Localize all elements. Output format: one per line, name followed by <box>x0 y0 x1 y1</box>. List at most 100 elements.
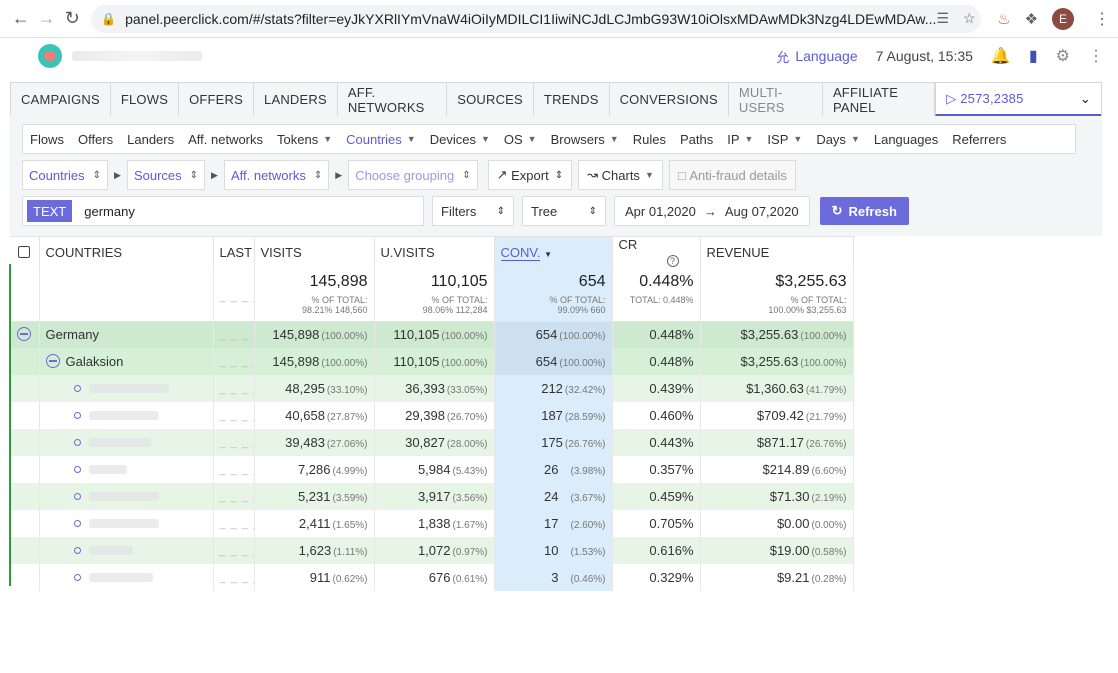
col-header-uvisits[interactable]: U.VISITS <box>374 236 495 267</box>
main-tab-aff-networks[interactable]: AFF. NETWORKS <box>338 83 448 116</box>
main-tab-trends[interactable]: TRENDS <box>534 83 610 116</box>
book-icon[interactable]: ▮ <box>1028 48 1038 65</box>
table-row[interactable]: _ _ _ _911(0.62%)676(0.61%)3(0.46%)0.329… <box>10 564 854 591</box>
main-tab-offers[interactable]: OFFERS <box>179 83 255 116</box>
sub-tab-offers[interactable]: Offers <box>71 125 120 153</box>
main-tab-conversions[interactable]: CONVERSIONS <box>610 83 729 116</box>
row-name-cell[interactable] <box>39 510 214 537</box>
address-bar[interactable]: 🔒 panel.peerclick.com/#/stats?filter=eyJ… <box>91 4 982 33</box>
col-header-visits[interactable]: VISITS <box>254 236 375 267</box>
sub-tab-flows[interactable]: Flows <box>23 125 71 153</box>
table-row[interactable]: _ _ _ _39,483(27.06%)30,827(28.00%)175(2… <box>10 429 854 456</box>
row-uvisits: 676 (0.61%) <box>374 564 495 591</box>
gear-icon[interactable]: ⚙ <box>1055 48 1070 65</box>
row-name-cell[interactable] <box>39 456 214 483</box>
bookmark-icon: □ <box>677 167 686 183</box>
row-name-cell[interactable] <box>39 375 214 402</box>
chevron-down-icon: ▼ <box>480 134 490 144</box>
translate-icon[interactable]: ☰ <box>936 10 950 26</box>
main-tab-flows[interactable]: FLOWS <box>111 83 180 116</box>
col-header-cr[interactable]: CR? <box>612 236 701 267</box>
charts-button[interactable]: ↝ Charts ▼ <box>578 160 663 190</box>
back-icon[interactable]: ← <box>11 8 30 28</box>
search-input[interactable] <box>84 203 385 219</box>
row-name-cell[interactable] <box>39 402 214 429</box>
filters-select[interactable]: Filters ⇕ <box>432 196 514 226</box>
sub-tab-label: ISP <box>767 131 789 147</box>
table-row[interactable]: _ _ _ _48,295(33.10%)36,393(33.05%)212(3… <box>10 375 854 402</box>
browser-menu-icon[interactable]: ⋮ <box>1094 10 1111 28</box>
profile-avatar[interactable]: E <box>1052 7 1075 30</box>
grouping-4-label: Choose grouping <box>355 167 455 183</box>
url-text[interactable]: panel.peerclick.com/#/stats?filter=eyJkY… <box>125 10 937 27</box>
select-all-cell[interactable] <box>10 236 40 267</box>
main-tab-campaigns[interactable]: CAMPAIGNS <box>11 83 111 116</box>
view-select[interactable]: Tree ⇕ <box>522 196 606 226</box>
grouping-1-select[interactable]: Countries ⇕ <box>22 160 109 190</box>
fire-extension-icon[interactable]: ♨ <box>997 10 1011 28</box>
col-header-revenue[interactable]: REVENUE <box>700 236 854 267</box>
search-type-chip[interactable]: TEXT <box>27 200 73 222</box>
app-logo[interactable] <box>38 44 62 68</box>
sub-tab-devices[interactable]: Devices ▼ <box>423 125 497 153</box>
refresh-button[interactable]: ↻ Refresh <box>819 197 909 225</box>
sub-tab-isp[interactable]: ISP ▼ <box>760 125 809 153</box>
language-switcher[interactable]: 允 Language <box>776 47 857 66</box>
forward-icon[interactable]: → <box>37 8 56 28</box>
conv-header-label: CONV. <box>500 244 541 261</box>
date-range-picker[interactable]: Apr 01,2020 → Aug 07,2020 <box>614 196 810 226</box>
sub-tab-landers[interactable]: Landers <box>120 125 181 153</box>
row-name-cell[interactable] <box>39 537 214 564</box>
main-tab-affiliate-panel[interactable]: AFFILIATE PANEL <box>823 83 936 116</box>
grouping-2-select[interactable]: Sources ⇕ <box>126 160 206 190</box>
sub-tab-languages[interactable]: Languages <box>867 125 945 153</box>
cr-header-label: CR <box>618 237 638 252</box>
sub-tab-aff-networks[interactable]: Aff. networks <box>181 125 270 153</box>
collapse-icon[interactable] <box>45 354 60 368</box>
row-name-cell[interactable]: Galaksion <box>39 348 214 375</box>
more-icon[interactable]: ⋮ <box>1088 48 1104 65</box>
export-button[interactable]: ↗ Export ⇕ <box>487 160 573 190</box>
table-row[interactable]: _ _ _ _1,623(1.11%)1,072(0.97%)10(1.53%)… <box>10 537 854 564</box>
sub-tab-tokens[interactable]: Tokens ▼ <box>270 125 339 153</box>
table-row[interactable]: Galaksion_ _ _ _145,898(100.00%)110,105(… <box>10 348 854 375</box>
antifraud-button[interactable]: □ Anti-fraud details <box>668 160 796 190</box>
grouping-3-select[interactable]: Aff. networks ⇕ <box>223 160 330 190</box>
main-tab-sources[interactable]: SOURCES <box>447 83 534 116</box>
sub-tab-referrers[interactable]: Referrers <box>945 125 1013 153</box>
sub-tab-ip[interactable]: IP ▼ <box>720 125 760 153</box>
row-visits-pct: (4.99%) <box>332 466 368 477</box>
bell-icon[interactable]: 🔔 <box>990 48 1011 65</box>
sub-tab-countries[interactable]: Countries ▼ <box>339 125 423 153</box>
campaign-select[interactable]: ▷ 2573,2385 ⌄ <box>935 83 1101 116</box>
sub-tab-paths[interactable]: Paths <box>673 125 720 153</box>
star-icon[interactable]: ☆ <box>963 10 976 26</box>
extensions-icon[interactable]: ❖ <box>1024 10 1039 28</box>
sub-tab-browsers[interactable]: Browsers ▼ <box>544 125 626 153</box>
table-row[interactable]: _ _ _ _2,411(1.65%)1,838(1.67%)17(2.60%)… <box>10 510 854 537</box>
collapse-icon[interactable] <box>17 327 32 342</box>
table-row[interactable]: _ _ _ _5,231(3.59%)3,917(3.56%)24(3.67%)… <box>10 483 854 510</box>
sort-updown-icon: ⇕ <box>588 205 597 217</box>
table-row[interactable]: _ _ _ _40,658(27.87%)29,398(26.70%)187(2… <box>10 402 854 429</box>
help-icon[interactable]: ? <box>666 255 679 267</box>
row-name-cell[interactable] <box>39 429 214 456</box>
sub-tab-days[interactable]: Days ▼ <box>809 125 867 153</box>
row-uvisits-pct: (28.00%) <box>446 439 488 450</box>
col-header-name[interactable]: COUNTRIES <box>39 236 214 267</box>
table-row[interactable]: Germany_ _ _ _145,898(100.00%)110,105(10… <box>10 321 854 348</box>
sub-tab-rules[interactable]: Rules <box>626 125 673 153</box>
table-row[interactable]: _ _ _ _7,286(4.99%)5,984(5.43%)26(3.98%)… <box>10 456 854 483</box>
col-header-last[interactable]: LAST <box>213 236 255 267</box>
grouping-4-select[interactable]: Choose grouping ⇕ <box>348 160 478 190</box>
col-header-conv[interactable]: CONV. ▼ <box>494 236 613 267</box>
row-name-cell[interactable] <box>39 483 214 510</box>
main-tab-multi-users[interactable]: MULTI-USERS <box>729 83 823 116</box>
sort-updown-icon: ⇕ <box>462 169 471 181</box>
sub-tab-os[interactable]: OS ▼ <box>497 125 544 153</box>
row-name-cell[interactable] <box>39 564 214 591</box>
reload-icon[interactable]: ↻ <box>64 8 80 28</box>
main-tab-landers[interactable]: LANDERS <box>254 83 338 116</box>
select-all-checkbox[interactable] <box>18 245 31 258</box>
row-name-cell[interactable]: Germany <box>39 321 214 348</box>
